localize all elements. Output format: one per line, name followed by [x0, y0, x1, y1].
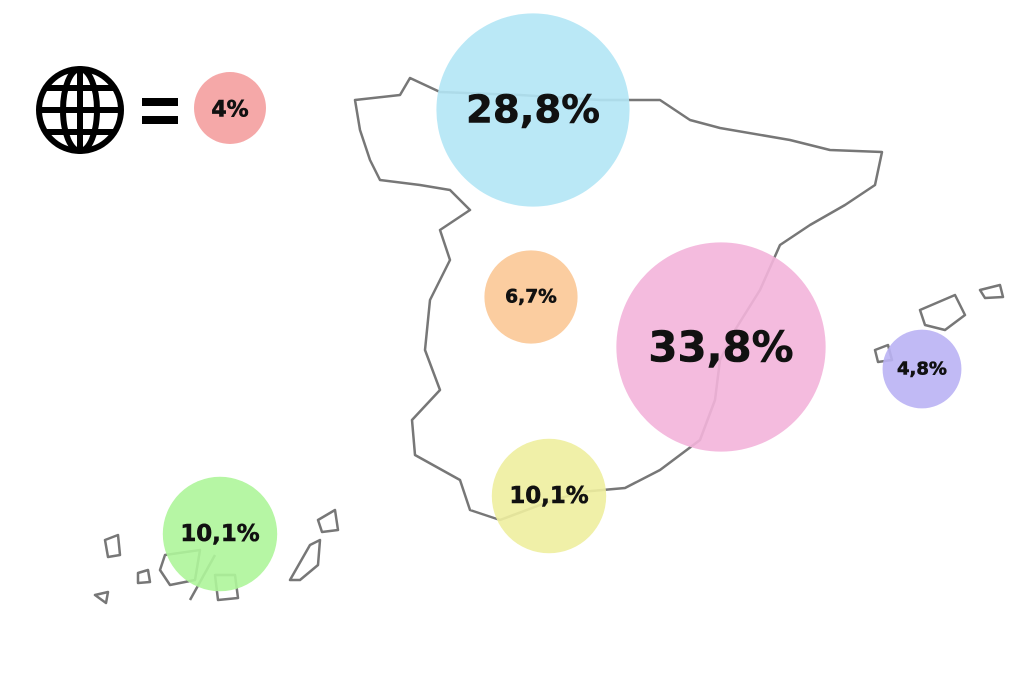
bubble	[616, 242, 826, 452]
bubble	[436, 13, 630, 207]
bubble	[162, 476, 278, 592]
equals-sign	[142, 98, 178, 124]
bubble	[491, 438, 607, 554]
bubble-label: 4,8%	[897, 359, 947, 380]
key-label: 4%	[211, 98, 248, 123]
canary-outline	[93, 508, 340, 605]
bubble	[882, 329, 962, 409]
bubble-label: 28,8%	[466, 88, 600, 133]
spain-outline	[353, 76, 884, 522]
bubble	[484, 250, 578, 344]
bubble-label: 6,7%	[505, 287, 557, 308]
key-bubble	[194, 72, 266, 144]
bubble-label: 10,1%	[509, 483, 588, 509]
bubble-label: 33,8%	[648, 323, 793, 372]
globe-icon	[36, 66, 124, 154]
bubble-label: 10,1%	[180, 521, 259, 547]
